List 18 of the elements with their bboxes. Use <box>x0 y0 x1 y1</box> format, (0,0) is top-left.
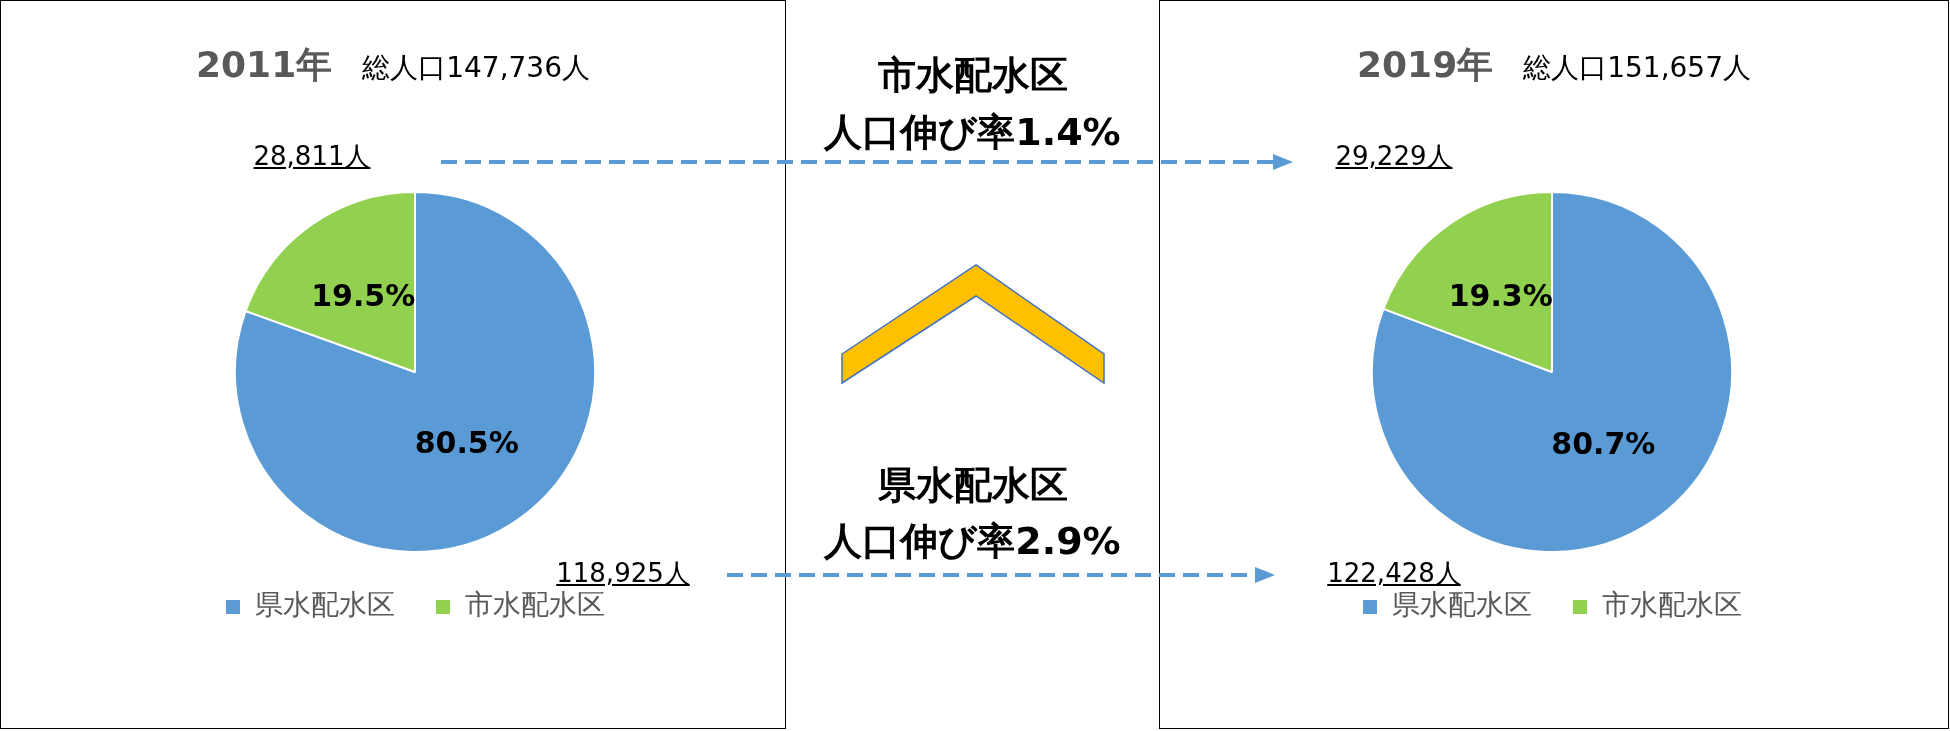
text: 122,428人 <box>1327 558 1461 588</box>
data-label: 80.7% <box>1551 425 1656 461</box>
text: 人口伸び率2.9% <box>822 518 1122 565</box>
text: 28,811人 <box>252 140 372 173</box>
text: 29,229人 <box>1334 140 1454 173</box>
legend-label: 市水配水区 <box>465 588 605 622</box>
legend-label: 市水配水区 <box>1602 588 1742 622</box>
chart-title: 2011年 <box>196 44 333 85</box>
text: 県水配水区 <box>876 462 1069 509</box>
data-label: 80.5% <box>414 425 519 461</box>
legend-label: 県水配水区 <box>1392 588 1532 622</box>
text: 市水配水区 <box>876 52 1069 99</box>
chart-subtitle: 総人口147,736人 <box>362 51 590 84</box>
text: 118,925人 <box>556 558 690 588</box>
chart-subtitle: 総人口151,657人 <box>1523 51 1751 84</box>
legend-label: 県水配水区 <box>255 588 395 622</box>
chart-title: 2019年 <box>1357 44 1494 85</box>
text: 人口伸び率1.4% <box>822 109 1122 156</box>
